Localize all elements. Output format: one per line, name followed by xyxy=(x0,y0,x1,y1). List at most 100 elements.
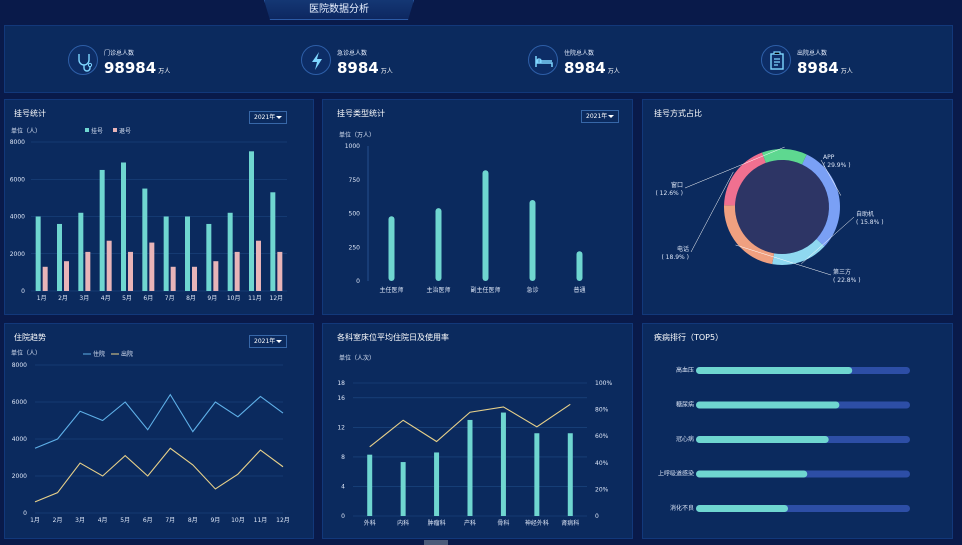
y-tick-label: 8 xyxy=(341,454,345,461)
slice-name: 窗口 xyxy=(671,181,683,189)
bar xyxy=(149,242,155,291)
reg-type-panel: 挂号类型统计 2021年 单位（万人） 0 250 500 750 1000 主任医师 主治… xyxy=(322,99,633,315)
donut-slice xyxy=(724,152,766,206)
y-tick-label: 8000 xyxy=(10,139,25,146)
bar xyxy=(435,208,442,281)
x-tick-label: 骨科 xyxy=(497,519,509,527)
slice-name: 第三方 xyxy=(833,268,851,276)
reg-type-chart: 0 250 500 750 1000 主任医师 主治医师 副主任医师 急诊 普通 xyxy=(345,143,586,294)
x-tick-label: 外科 xyxy=(364,519,376,527)
kpi-number: 8984 xyxy=(797,59,839,77)
y-tick-label: 12 xyxy=(337,424,345,431)
x-tick-label: 4月 xyxy=(101,295,111,302)
kpi-unit: 万人 xyxy=(158,68,171,75)
y2-tick-label: 0 xyxy=(595,513,599,520)
x-tick-label: 产科 xyxy=(464,519,476,527)
y-tick-label: 0 xyxy=(356,278,360,285)
legend-label: 出院 xyxy=(121,350,133,358)
x-tick-label: 6月 xyxy=(143,517,153,524)
bar xyxy=(42,266,48,291)
donut-center xyxy=(735,160,829,254)
disease-label: 消化不良 xyxy=(670,504,694,512)
x-tick-label: 1月 xyxy=(30,517,40,524)
x-tick-label: 10月 xyxy=(231,517,245,524)
y-tick-label: 0 xyxy=(23,510,27,517)
leader-line xyxy=(690,171,734,253)
series-line xyxy=(34,447,284,503)
bar xyxy=(234,251,240,291)
kpi-panel xyxy=(4,25,953,93)
bar xyxy=(163,216,169,291)
disease-label: 上呼吸道感染 xyxy=(658,470,694,478)
stethoscope-icon xyxy=(68,45,98,75)
panel-title: 住院趋势 xyxy=(14,333,46,342)
kpi-value: 8984 万人 xyxy=(337,59,393,77)
reg-method-panel: 挂号方式占比 APP( 29.9% ) 自助机( 15.8% ) 第三方( 22.8… xyxy=(642,99,953,315)
scroll-handle[interactable] xyxy=(424,540,448,545)
kpi-unit: 万人 xyxy=(840,68,853,75)
kpi-label: 住院总人数 xyxy=(564,50,595,57)
y-tick-label: 500 xyxy=(349,211,361,218)
bar xyxy=(185,216,190,291)
bar xyxy=(434,452,440,516)
bar xyxy=(400,462,406,516)
bar xyxy=(85,251,91,291)
panel-title: 疾病排行（TOP5） xyxy=(654,333,724,342)
panel-title: 挂号类型统计 xyxy=(337,109,385,118)
leader-line xyxy=(820,159,842,196)
x-tick-label: 8月 xyxy=(188,517,198,524)
bar xyxy=(213,261,219,291)
y-tick-label: 250 xyxy=(349,244,361,251)
year-select[interactable]: 2021年 xyxy=(581,110,619,123)
x-tick-label: 内科 xyxy=(397,519,409,527)
bar xyxy=(388,216,395,281)
year-select[interactable]: 2021年 xyxy=(249,111,287,124)
slice-percent: ( 18.9% ) xyxy=(661,254,689,261)
x-tick-label: 2月 xyxy=(53,517,63,524)
kpi-unit: 万人 xyxy=(607,68,620,75)
year-select[interactable]: 2021年 xyxy=(249,335,287,348)
bar xyxy=(99,169,105,291)
x-tick-label: 神经外科 xyxy=(525,519,549,527)
legend-swatch xyxy=(85,128,89,132)
kpi-value: 8984 万人 xyxy=(797,59,853,77)
y2-tick-label: 80% xyxy=(595,407,609,414)
bar xyxy=(35,216,41,291)
x-tick-label: 3月 xyxy=(75,517,85,524)
bar xyxy=(206,223,212,291)
y-tick-label: 1000 xyxy=(345,143,360,150)
unit-label: 单位（万人） xyxy=(339,132,376,139)
x-tick-label: 肾病科 xyxy=(561,519,579,527)
x-tick-label: 9月 xyxy=(207,295,217,302)
bar xyxy=(482,170,489,281)
kpi-number: 8984 xyxy=(564,59,606,77)
bar xyxy=(576,251,583,281)
bar-fill xyxy=(696,401,840,409)
bar xyxy=(467,419,473,516)
x-tick-label: 主治医师 xyxy=(426,286,450,294)
unit-label: 单位（人） xyxy=(11,128,42,135)
legend-label: 退号 xyxy=(119,127,131,135)
bar xyxy=(57,223,62,291)
beds-panel: 各科室床位平均住院日及使用率 单位（人次） 0 4 8 12 16 18 0 20% 40% 60… xyxy=(322,323,633,539)
disease-label: 冠心病 xyxy=(676,435,694,443)
y-tick-label: 4 xyxy=(341,483,345,490)
x-tick-label: 12月 xyxy=(276,517,290,524)
y2-tick-label: 40% xyxy=(595,460,609,467)
x-tick-label: 7月 xyxy=(165,517,175,524)
series-line xyxy=(34,393,284,449)
bar-fill xyxy=(696,470,808,478)
kpi-number: 8984 xyxy=(337,59,379,77)
x-tick-label: 急诊 xyxy=(526,286,538,294)
x-tick-label: 11月 xyxy=(248,295,262,302)
kpi-value: 8984 万人 xyxy=(564,59,620,77)
bar xyxy=(567,433,573,516)
kpi-unit: 万人 xyxy=(380,68,393,75)
diseases-panel: 疾病排行（TOP5） 高血压 糖尿病 冠心病 上呼吸道感染 消化不良 xyxy=(642,323,953,539)
bar xyxy=(170,266,176,291)
x-tick-label: 9月 xyxy=(210,517,220,524)
slice-percent: ( 12.6% ) xyxy=(655,190,683,197)
bar xyxy=(277,251,283,291)
slice-name: 自助机 xyxy=(856,210,874,218)
